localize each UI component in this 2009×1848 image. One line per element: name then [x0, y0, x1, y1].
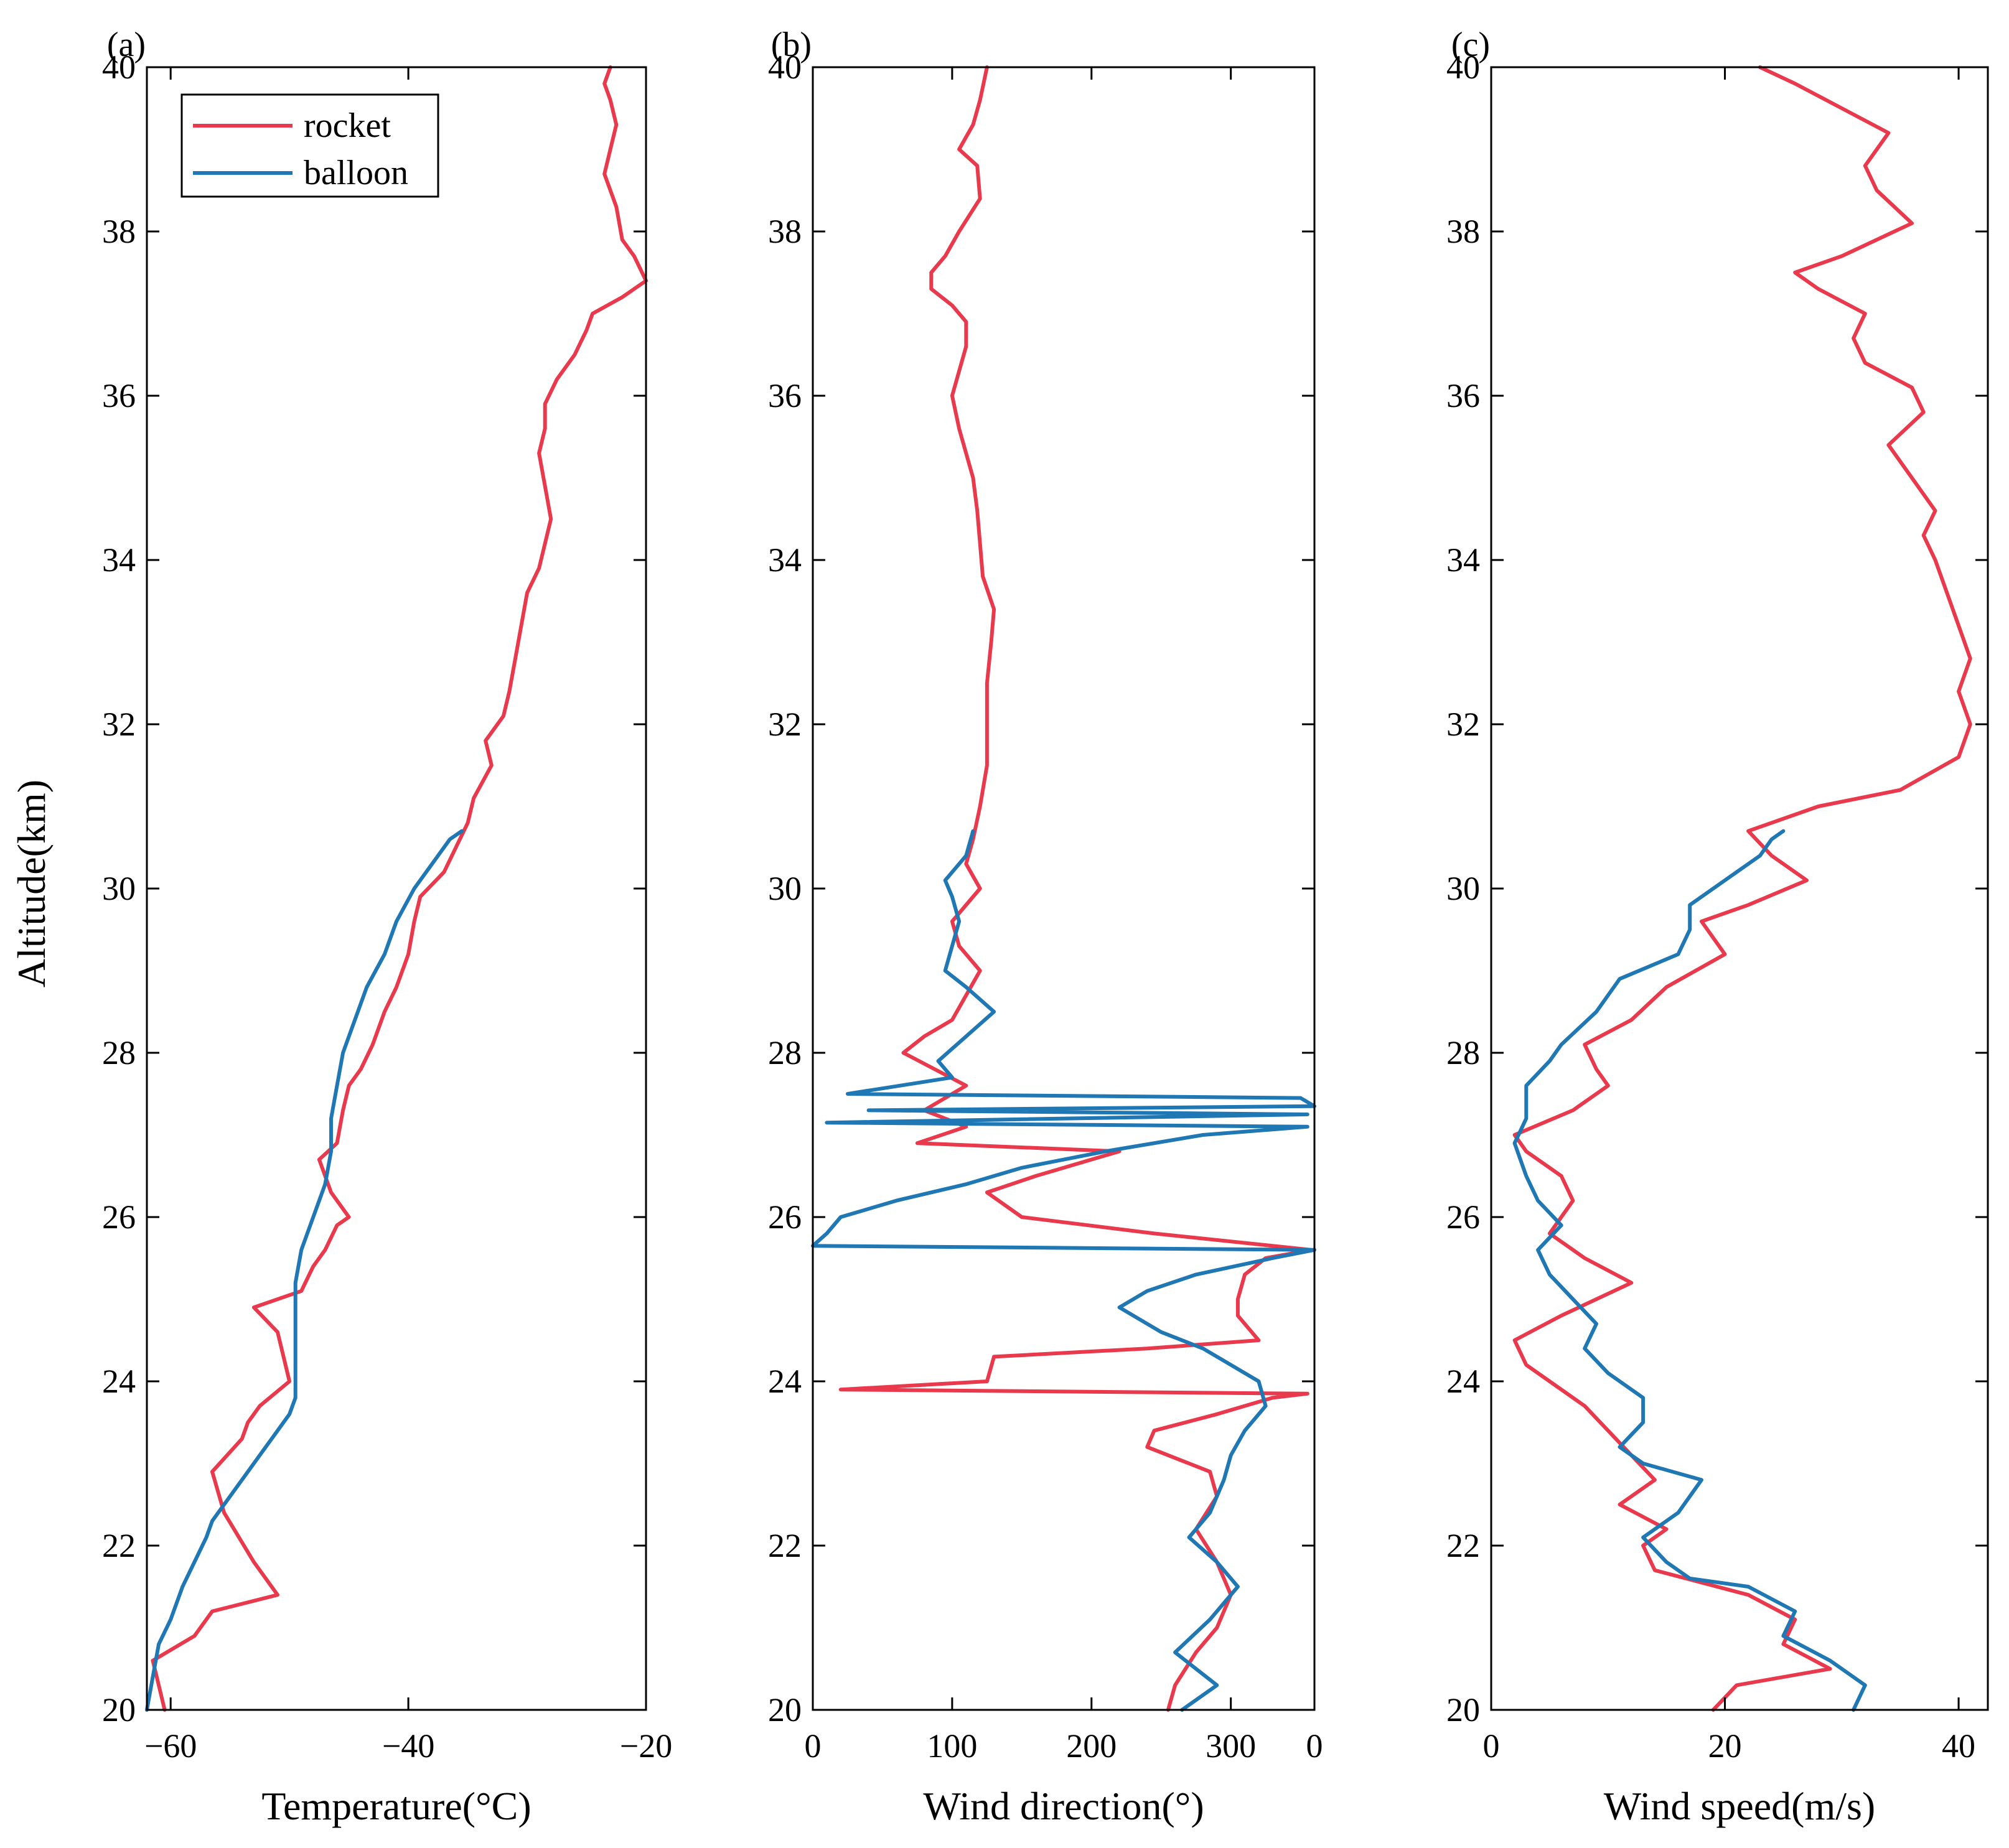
series-rocket-line — [1512, 65, 1972, 1712]
y-tick-label: 38 — [102, 213, 136, 250]
panels: 20 22 24 26 28 30 32 34 36 38 40 −60 −40 −20 Temperatu… — [102, 26, 1989, 1828]
x-tick-label: 200 — [1066, 1727, 1117, 1765]
x-tick-label: 20 — [1708, 1727, 1742, 1765]
y-tick-label: 24 — [102, 1363, 136, 1400]
plot-frame — [812, 66, 1316, 1711]
series-rocket-line — [151, 65, 648, 1712]
y-tick-label: 24 — [768, 1363, 802, 1400]
y-tick-label: 32 — [768, 706, 802, 743]
panel-label: (b) — [771, 26, 812, 64]
panel-label: (a) — [107, 26, 146, 64]
x-tick-label: 300 — [1206, 1727, 1256, 1765]
x-tick-label: −60 — [144, 1727, 197, 1765]
y-tick-label: 34 — [768, 541, 802, 579]
y-axis-title: Altitude(km) — [9, 780, 54, 987]
y-tick-label: 22 — [102, 1527, 136, 1564]
y-tick-label: 36 — [1446, 377, 1480, 414]
y-tick-label: 26 — [102, 1198, 136, 1236]
x-tick-label: 0 — [805, 1727, 822, 1765]
panel-label: (c) — [1451, 26, 1490, 64]
panel-0: 20 22 24 26 28 30 32 34 36 38 40 −60 −40 −20 Temperatu… — [102, 26, 672, 1828]
x-tick-label: 40 — [1942, 1727, 1975, 1765]
series-balloon-line — [145, 829, 464, 1712]
y-tick-label: 26 — [768, 1198, 802, 1236]
y-tick-label: 28 — [1446, 1034, 1480, 1071]
y-tick-label: 36 — [768, 377, 802, 414]
series-balloon-line — [1512, 829, 1867, 1712]
y-tick-label: 32 — [102, 706, 136, 743]
y-tick-label: 34 — [102, 541, 136, 579]
y-tick-label: 28 — [768, 1034, 802, 1071]
x-tick-label: −20 — [620, 1727, 672, 1765]
x-axis-title: Temperature(°C) — [261, 1784, 531, 1828]
y-tick-label: 32 — [1446, 706, 1480, 743]
series-rocket-line — [838, 65, 1314, 1712]
y-tick-label: 24 — [1446, 1363, 1480, 1400]
y-tick-label: 34 — [1446, 541, 1480, 579]
x-axis-title: Wind direction(°) — [923, 1784, 1204, 1828]
plot-frame — [1490, 66, 1989, 1711]
y-tick-label: 36 — [102, 377, 136, 414]
legend: rocket balloon — [180, 93, 439, 198]
legend-box — [180, 93, 439, 198]
y-tick-label: 38 — [1446, 213, 1480, 250]
y-tick-label: 20 — [768, 1691, 802, 1729]
panel-1: 20 22 24 26 28 30 32 34 36 38 40 0 100 200 300 0 Wind di… — [768, 26, 1323, 1828]
x-tick-label: 0 — [1306, 1727, 1323, 1765]
y-tick-label: 40 — [102, 49, 136, 86]
y-tick-label: 20 — [102, 1691, 136, 1729]
y-tick-label: 20 — [1446, 1691, 1480, 1729]
series-balloon-line — [811, 829, 1316, 1712]
y-tick-label: 26 — [1446, 1198, 1480, 1236]
y-tick-label: 40 — [768, 49, 802, 86]
y-tick-label: 38 — [768, 213, 802, 250]
x-tick-label: −40 — [382, 1727, 434, 1765]
y-tick-label: 30 — [102, 870, 136, 907]
y-tick-label: 40 — [1446, 49, 1480, 86]
x-tick-label: 0 — [1483, 1727, 1500, 1765]
y-tick-label: 22 — [1446, 1527, 1480, 1564]
legend-rocket-label: rocket — [304, 106, 391, 145]
y-tick-label: 30 — [768, 870, 802, 907]
y-tick-label: 30 — [1446, 870, 1480, 907]
x-axis-title: Wind speed(m/s) — [1604, 1784, 1875, 1828]
x-tick-label: 100 — [927, 1727, 977, 1765]
y-tick-label: 28 — [102, 1034, 136, 1071]
legend-balloon-label: balloon — [304, 154, 408, 192]
y-tick-label: 22 — [768, 1527, 802, 1564]
